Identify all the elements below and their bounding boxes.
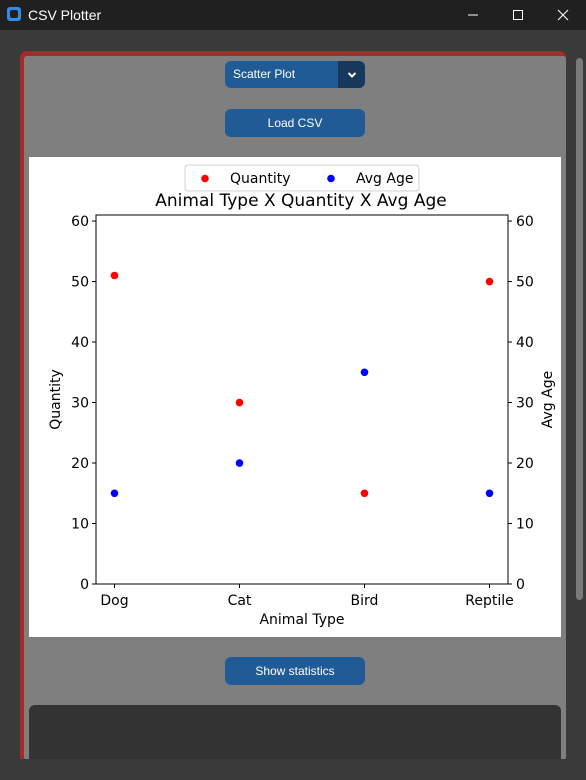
data-point-quantity bbox=[485, 277, 494, 286]
close-button[interactable] bbox=[540, 0, 586, 30]
data-point-quantity bbox=[110, 271, 119, 280]
load-csv-button[interactable]: Load CSV bbox=[225, 109, 365, 137]
minimize-icon bbox=[468, 14, 478, 16]
title-bar: CSV Plotter bbox=[0, 0, 586, 30]
x-tick-label: Cat bbox=[228, 593, 252, 609]
chevron-down-icon[interactable] bbox=[338, 61, 365, 88]
maximize-button[interactable] bbox=[495, 0, 541, 30]
y2-tick-label: 40 bbox=[516, 335, 534, 351]
plot-type-dropdown[interactable]: Scatter Plot bbox=[225, 61, 365, 88]
y2-axis-label: Avg Age bbox=[540, 371, 556, 428]
y2-tick-label: 60 bbox=[516, 214, 534, 230]
legend-box bbox=[184, 164, 420, 192]
plot-axes-frame bbox=[95, 214, 509, 585]
y-tick-label: 40 bbox=[71, 335, 89, 351]
legend-marker bbox=[201, 174, 209, 183]
y2-tick-label: 10 bbox=[516, 517, 534, 533]
show-statistics-button[interactable]: Show statistics bbox=[225, 657, 365, 685]
x-tick-label: Reptile bbox=[465, 593, 513, 609]
y-tick-label: 60 bbox=[71, 214, 89, 230]
chart-title: Animal Type X Quantity X Avg Age bbox=[155, 191, 446, 211]
data-point-avg-age bbox=[485, 489, 494, 498]
x-tick-label: Dog bbox=[100, 593, 128, 609]
app-icon bbox=[7, 7, 21, 21]
y-tick-label: 50 bbox=[71, 275, 89, 291]
y2-tick-label: 0 bbox=[516, 577, 525, 593]
window-bottom-edge bbox=[0, 759, 573, 780]
y2-tick-label: 30 bbox=[516, 396, 534, 412]
data-point-avg-age bbox=[235, 459, 244, 467]
scatter-chart: 0 0 10 10 20 20 30 30 40 40 50 50 60 60 Dog Cat Bird Rept… bbox=[48, 164, 556, 628]
plot-type-value: Scatter Plot bbox=[233, 67, 296, 81]
statistics-textbox[interactable] bbox=[29, 705, 561, 765]
legend-marker bbox=[327, 174, 335, 183]
y-tick-label: 10 bbox=[71, 517, 89, 533]
scrollbar-thumb[interactable] bbox=[576, 58, 583, 600]
y-tick-label: 20 bbox=[71, 456, 89, 472]
data-point-quantity bbox=[235, 398, 244, 407]
y2-tick-label: 20 bbox=[516, 456, 534, 472]
y2-tick-label: 50 bbox=[516, 275, 534, 291]
maximize-icon bbox=[513, 10, 523, 20]
chart-canvas: 0 0 10 10 20 20 30 30 40 40 50 50 60 60 Dog Cat Bird Rept… bbox=[29, 157, 561, 637]
x-tick-label: Bird bbox=[351, 593, 379, 609]
data-point-avg-age bbox=[110, 489, 119, 498]
data-point-quantity bbox=[360, 489, 369, 498]
minimize-button[interactable] bbox=[450, 0, 496, 30]
close-icon bbox=[557, 9, 569, 21]
window-title: CSV Plotter bbox=[28, 7, 102, 23]
data-point-avg-age bbox=[360, 368, 369, 377]
y-tick-label: 30 bbox=[71, 396, 89, 412]
legend-label: Quantity bbox=[230, 171, 291, 187]
x-axis-label: Animal Type bbox=[259, 612, 344, 628]
y-axis-label: Quantity bbox=[48, 369, 64, 430]
y-tick-label: 0 bbox=[80, 577, 89, 593]
legend-label: Avg Age bbox=[356, 171, 413, 187]
